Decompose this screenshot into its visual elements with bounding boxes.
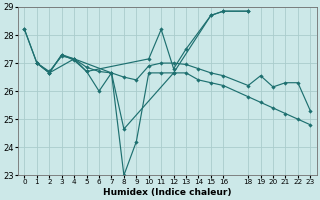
X-axis label: Humidex (Indice chaleur): Humidex (Indice chaleur) [103,188,232,197]
